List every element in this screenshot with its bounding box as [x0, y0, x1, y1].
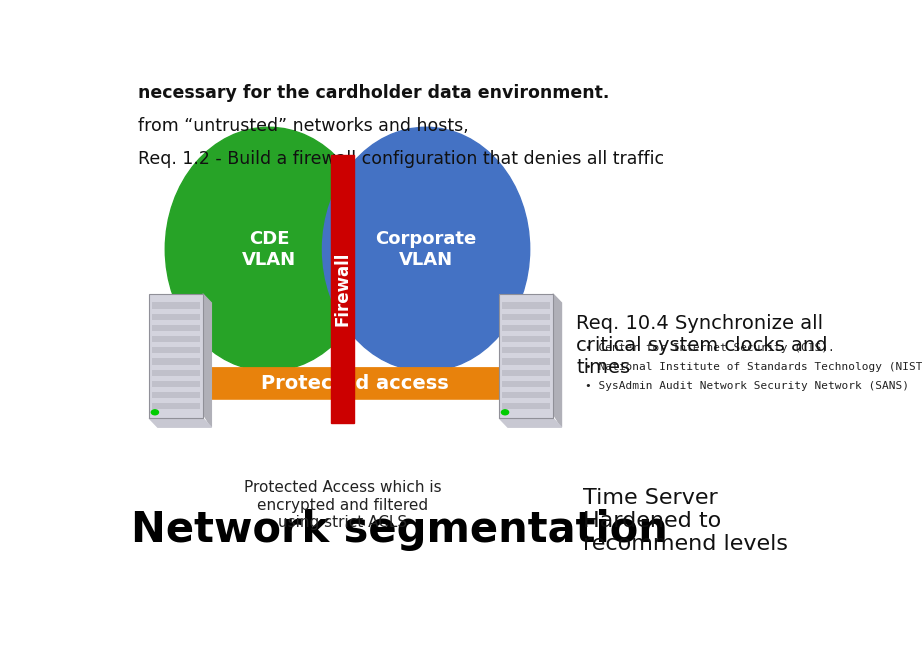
Bar: [502, 336, 550, 342]
Text: Protected Access which is
encrypted and filtered
using strict ACLS: Protected Access which is encrypted and …: [243, 481, 442, 530]
Ellipse shape: [323, 127, 529, 371]
Text: necessary for the cardholder data environment.: necessary for the cardholder data enviro…: [138, 84, 609, 102]
Bar: [500, 294, 553, 418]
Bar: [502, 392, 550, 398]
Text: Req. 10.4 Synchronize all
critical system clocks and
times: Req. 10.4 Synchronize all critical syste…: [576, 315, 828, 377]
Bar: [152, 325, 200, 331]
Bar: [152, 380, 200, 387]
Text: Time Server
Hardened to
recommend levels: Time Server Hardened to recommend levels: [584, 488, 788, 554]
Text: CDE
VLAN: CDE VLAN: [242, 230, 296, 269]
Text: • National Institute of Standards Technology (NIST): • National Institute of Standards Techno…: [585, 362, 922, 372]
Ellipse shape: [165, 127, 372, 371]
Bar: [152, 392, 200, 398]
Text: Req. 1.2 - Build a firewall configuration that denies all traffic: Req. 1.2 - Build a firewall configuratio…: [138, 150, 664, 168]
Bar: [331, 154, 354, 423]
Bar: [152, 336, 200, 342]
Bar: [502, 370, 550, 376]
Bar: [152, 370, 200, 376]
Bar: [502, 380, 550, 387]
Bar: [152, 347, 200, 353]
Bar: [502, 347, 550, 353]
Circle shape: [151, 410, 159, 415]
FancyArrow shape: [169, 361, 540, 406]
Bar: [149, 294, 203, 418]
Text: from “untrusted” networks and hosts,: from “untrusted” networks and hosts,: [138, 117, 474, 135]
Bar: [502, 325, 550, 331]
Circle shape: [502, 410, 509, 415]
Polygon shape: [500, 418, 561, 427]
Bar: [502, 359, 550, 364]
Text: Protected access: Protected access: [261, 374, 448, 393]
Bar: [152, 359, 200, 364]
Text: • SysAdmin Audit Network Security Network (SANS): • SysAdmin Audit Network Security Networ…: [585, 381, 909, 391]
Polygon shape: [203, 294, 211, 427]
Polygon shape: [553, 294, 561, 427]
Bar: [152, 403, 200, 410]
Bar: [502, 313, 550, 320]
Bar: [502, 302, 550, 309]
Text: Network segmentation: Network segmentation: [131, 509, 668, 551]
Polygon shape: [149, 418, 211, 427]
Bar: [152, 313, 200, 320]
Text: • Center for Internet Security (CIS).: • Center for Internet Security (CIS).: [585, 343, 835, 353]
Bar: [502, 403, 550, 410]
Text: Firewall: Firewall: [334, 252, 351, 326]
Bar: [152, 302, 200, 309]
FancyArrow shape: [169, 361, 540, 406]
Text: Corporate
VLAN: Corporate VLAN: [375, 230, 477, 269]
